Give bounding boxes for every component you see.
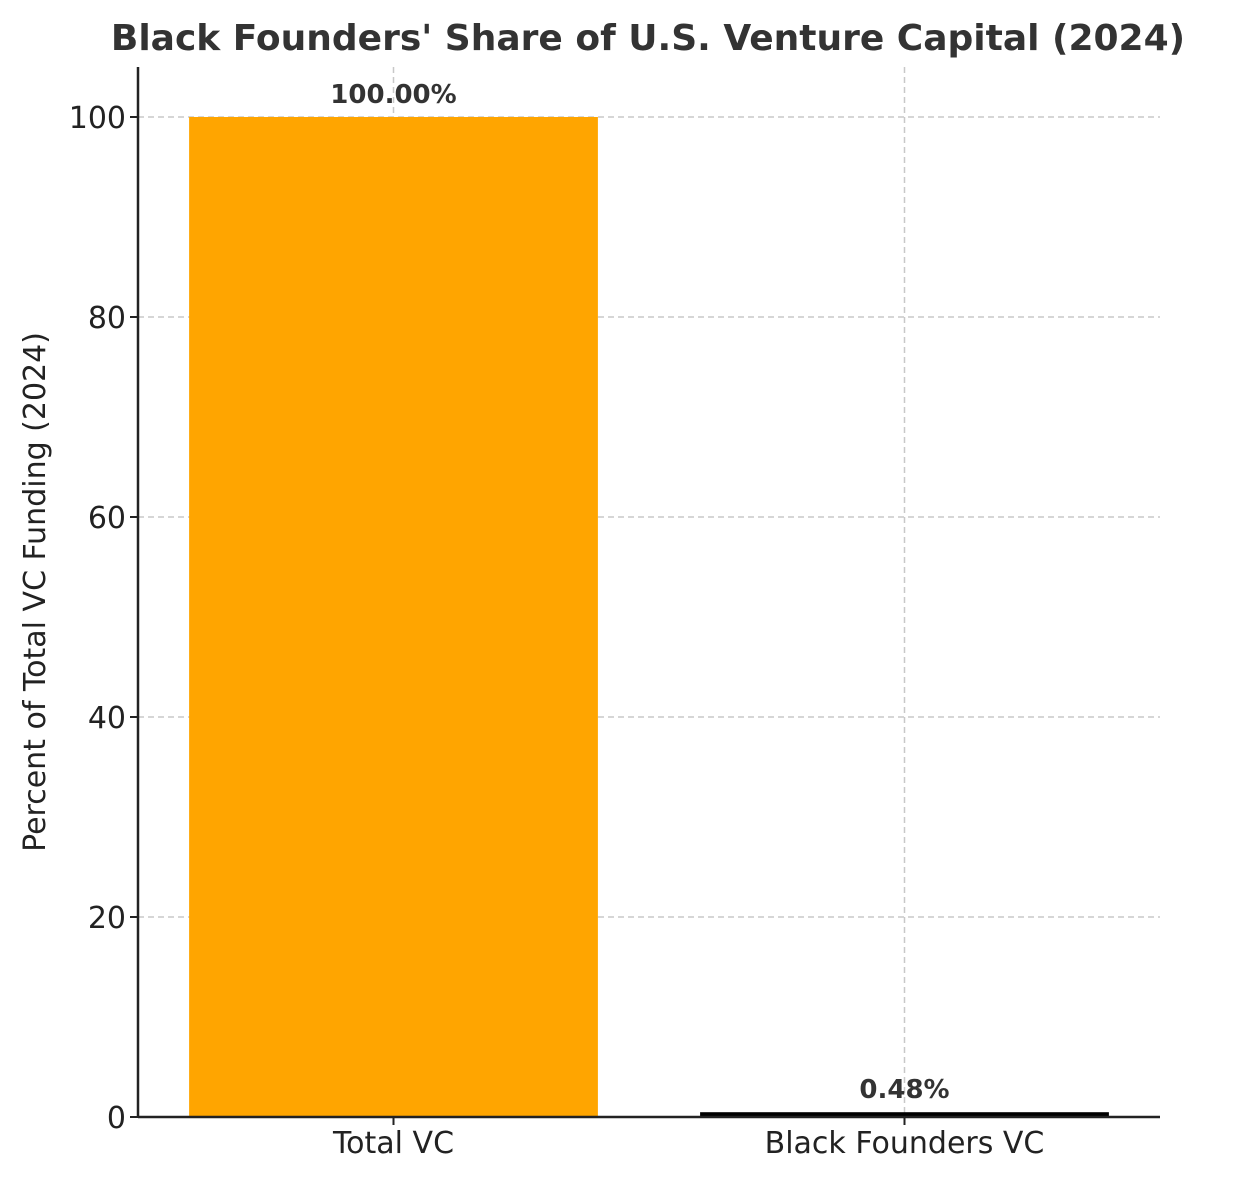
bar-layer	[189, 117, 1109, 1117]
bar	[189, 117, 598, 1117]
y-tick-label: 0	[107, 1101, 126, 1136]
y-tick-label: 60	[88, 501, 126, 536]
data-label: 0.48%	[859, 1075, 949, 1105]
y-tick-label: 20	[88, 901, 126, 936]
label-layer: 0 20 40 60 80 100 Total VC Black Founders VC 100…	[69, 80, 1045, 1161]
chart-title: Black Founders' Share of U.S. Venture Ca…	[111, 18, 1185, 59]
y-tick-label: 40	[88, 701, 126, 736]
y-axis-label: Percent of Total VC Funding (2024)	[18, 332, 53, 852]
data-label: 100.00%	[330, 80, 456, 110]
bar	[700, 1112, 1109, 1117]
y-tick-label: 80	[88, 301, 126, 336]
axis-layer	[130, 67, 1160, 1125]
x-tick-label: Black Founders VC	[765, 1126, 1045, 1161]
y-tick-label: 100	[69, 101, 126, 136]
x-tick-label: Total VC	[332, 1126, 454, 1161]
